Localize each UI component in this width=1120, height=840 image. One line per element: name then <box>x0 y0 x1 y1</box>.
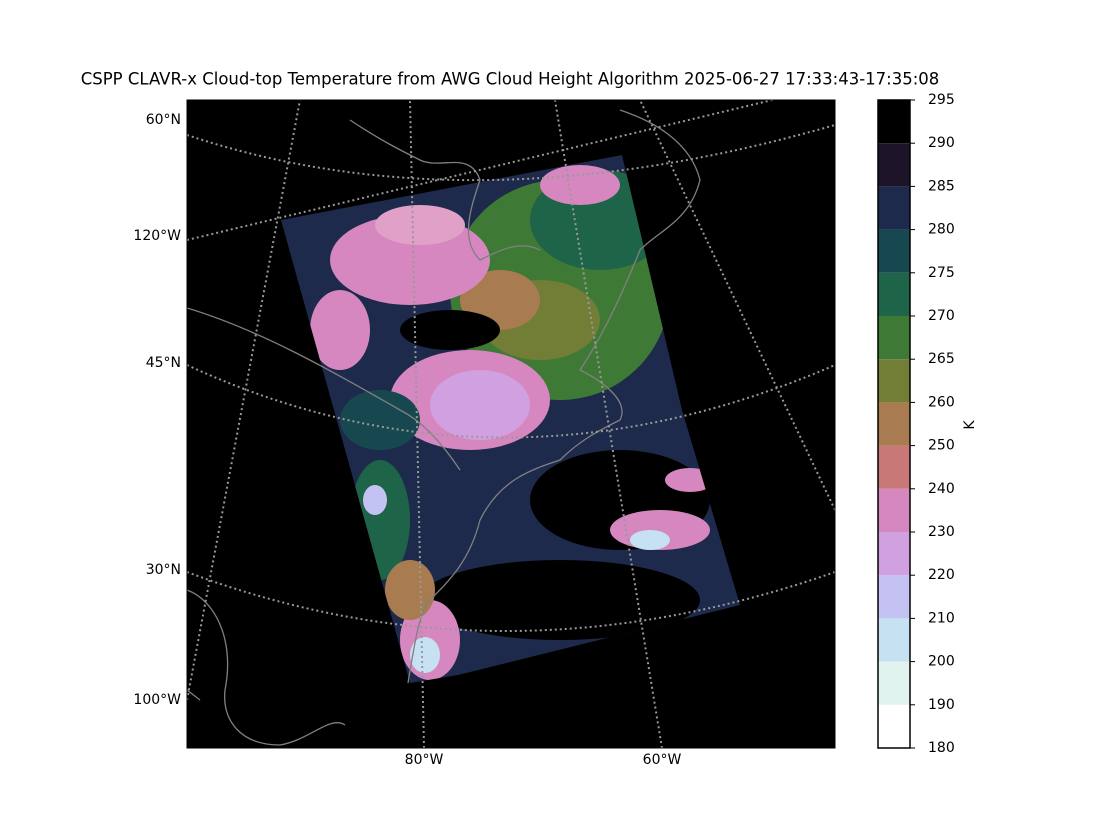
colorbar-tick-label: 210 <box>928 610 955 626</box>
graticule <box>409 100 425 748</box>
colorbar-frame <box>877 99 911 749</box>
colorbar-tick-label: 180 <box>928 740 955 756</box>
map-frame <box>186 99 836 749</box>
colorbar-tick-label: 190 <box>928 697 955 713</box>
lat-lon-label: 100°W <box>133 692 181 708</box>
colorbar-tick-label: 280 <box>928 222 955 238</box>
coastline <box>407 109 701 684</box>
graticule <box>187 571 835 632</box>
graticule <box>187 364 835 439</box>
lon-label: 80°W <box>405 752 444 768</box>
satellite-swath <box>281 155 740 683</box>
colorbar-segment <box>878 272 910 316</box>
lat-lon-label: 30°N <box>146 562 181 578</box>
colorbar-segment <box>878 532 910 576</box>
colorbar-tick-label: 260 <box>928 394 955 410</box>
colorbar-tick-label: 275 <box>928 265 955 281</box>
colorbar-segment <box>878 186 910 230</box>
colorbar-tick-label: 230 <box>928 524 955 540</box>
colorbar-segment <box>878 704 910 748</box>
colorbar-segment <box>878 618 910 662</box>
colorbar-tick-label: 265 <box>928 351 955 367</box>
colorbar-segment <box>878 100 910 144</box>
map-content <box>187 100 835 748</box>
colorbar-tick-label: 200 <box>928 654 955 670</box>
colorbar-tick-label: 285 <box>928 178 955 194</box>
colorbar-label: K <box>962 420 978 430</box>
graticule <box>187 100 301 701</box>
lat-lon-label: 60°N <box>146 112 181 128</box>
colorbar-tick-label: 270 <box>928 308 955 324</box>
colorbar-segment <box>878 661 910 705</box>
colorbar-tick-label: 250 <box>928 438 955 454</box>
colorbar-segment <box>878 359 910 403</box>
colorbar-segment <box>878 488 910 532</box>
graticule <box>639 100 835 511</box>
border <box>187 307 461 471</box>
lat-lon-label: 45°N <box>146 355 181 371</box>
colorbar-segment <box>878 229 910 273</box>
coastline <box>349 119 541 261</box>
colorbar-segment <box>878 143 910 187</box>
colorbar-tick-label: 220 <box>928 567 955 583</box>
title: CSPP CLAVR-x Cloud-top Temperature from … <box>81 70 940 89</box>
coastline <box>187 589 346 746</box>
colorbar-segment <box>878 575 910 619</box>
colorbar-segment <box>878 445 910 489</box>
colorbar-tick-label: 240 <box>928 481 955 497</box>
lon-label: 60°W <box>643 752 682 768</box>
colorbar-tick-label: 295 <box>928 92 955 108</box>
map <box>186 99 836 749</box>
lat-lon-label: 120°W <box>133 228 181 244</box>
graticule <box>187 100 777 241</box>
colorbar-segment <box>878 316 910 360</box>
colorbar-segment <box>878 402 910 446</box>
colorbar-tick-label: 290 <box>928 135 955 151</box>
